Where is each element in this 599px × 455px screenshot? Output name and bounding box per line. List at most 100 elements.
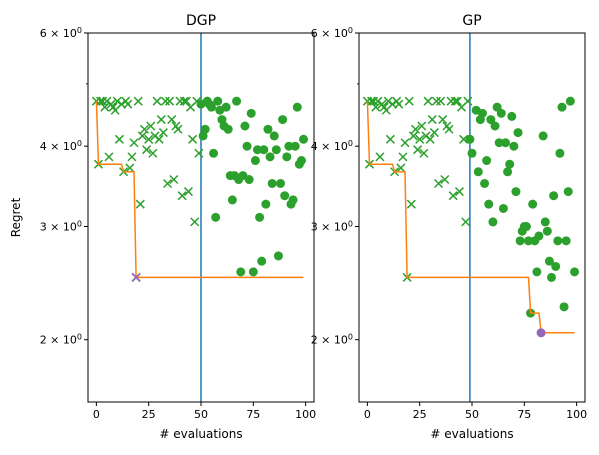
initial-point [452,96,462,106]
initial-point [154,134,164,144]
initial-point [444,124,454,134]
y-tick-label: 3 × 100 [40,219,82,234]
evaluation-point [292,102,302,112]
evaluation-point [528,199,538,209]
initial-point [167,115,177,125]
initial-point [146,121,156,131]
initial-point [158,128,168,138]
axes-frame [358,32,586,403]
evaluation-point [555,148,565,158]
evaluation-point [488,217,498,227]
initial-point [436,96,446,106]
evaluation-point [248,267,258,277]
plot-area [362,33,580,402]
initial-point [417,121,427,131]
initial-point [385,134,395,144]
evaluation-point [561,236,571,246]
evaluation-point [565,96,575,106]
initial-point [396,163,406,173]
initial-point [129,138,139,148]
evaluation-point [236,267,246,277]
initial-point [433,178,444,189]
y-tick-label: 6 × 100 [40,26,82,41]
plot-area [91,33,309,402]
evaluation-point [284,141,294,151]
evaluation-point [473,167,483,177]
evaluation-point [296,156,306,166]
y-tick-label: 2 × 100 [311,332,353,347]
initial-point [114,134,124,144]
initial-point [104,152,114,162]
initial-point [100,102,110,112]
initial-point [415,134,425,144]
evaluation-point [532,267,542,277]
evaluation-point [513,128,523,138]
initial-point [152,96,162,106]
x-axis-label: # evaluations [430,427,513,441]
x-tick-label: 75 [246,408,260,421]
evaluation-point [227,195,237,205]
initial-point [448,191,458,201]
initial-point [375,152,385,162]
initial-point [125,163,135,173]
y-tick-label: 4 × 100 [311,139,353,154]
x-axis-label: # evaluations [159,427,242,441]
evaluation-point [221,102,231,112]
initial-point [144,134,154,144]
initial-point [383,96,393,106]
initial-point [404,96,414,106]
evaluation-point [542,226,552,236]
initial-point [123,99,133,109]
evaluation-point [557,102,567,112]
evaluation-point [242,141,252,151]
x-tick-label: 25 [413,408,427,421]
evaluation-point [271,145,281,155]
evaluation-point [255,212,265,222]
evaluation-point [269,131,279,141]
evaluation-point [200,124,210,134]
evaluation-point [521,222,531,232]
evaluation-point [511,187,521,197]
initial-point [431,96,441,106]
evaluation-point [509,141,519,151]
evaluation-point [503,167,513,177]
initial-point [137,131,147,141]
initial-point [135,199,145,209]
evaluation-point [257,256,267,266]
chart-title: GP [462,13,481,29]
x-tick-label: 100 [295,408,316,421]
initial-point [112,96,122,106]
initial-point [440,174,450,185]
evaluation-point [480,178,490,188]
y-tick-label: 4 × 100 [40,139,82,154]
initial-point [98,96,108,106]
best-so-far-line [366,101,575,334]
evaluation-point [524,236,533,246]
initial-point [188,134,198,144]
evaluation-point [486,115,496,125]
evaluation-point [265,152,275,162]
y-axis-label: Regret [9,197,23,237]
initial-point [173,124,183,134]
initial-point [165,96,175,106]
evaluation-point [206,102,216,112]
initial-point [169,174,179,185]
initial-point [133,96,143,106]
evaluation-point [290,141,300,151]
initial-point [156,115,166,125]
evaluation-point [551,261,561,271]
evaluation-point [559,302,569,312]
evaluation-point [490,121,500,131]
y-tick-label: 2 × 100 [40,332,82,347]
initial-point [423,96,433,106]
evaluation-point [253,145,262,155]
evaluation-point [280,191,290,201]
initial-point [177,191,187,201]
evaluation-point [477,108,487,118]
initial-point [427,115,437,125]
evaluation-point [246,108,256,118]
x-tick-label: 50 [465,408,479,421]
initial-point [148,148,158,158]
initial-point [408,131,418,141]
